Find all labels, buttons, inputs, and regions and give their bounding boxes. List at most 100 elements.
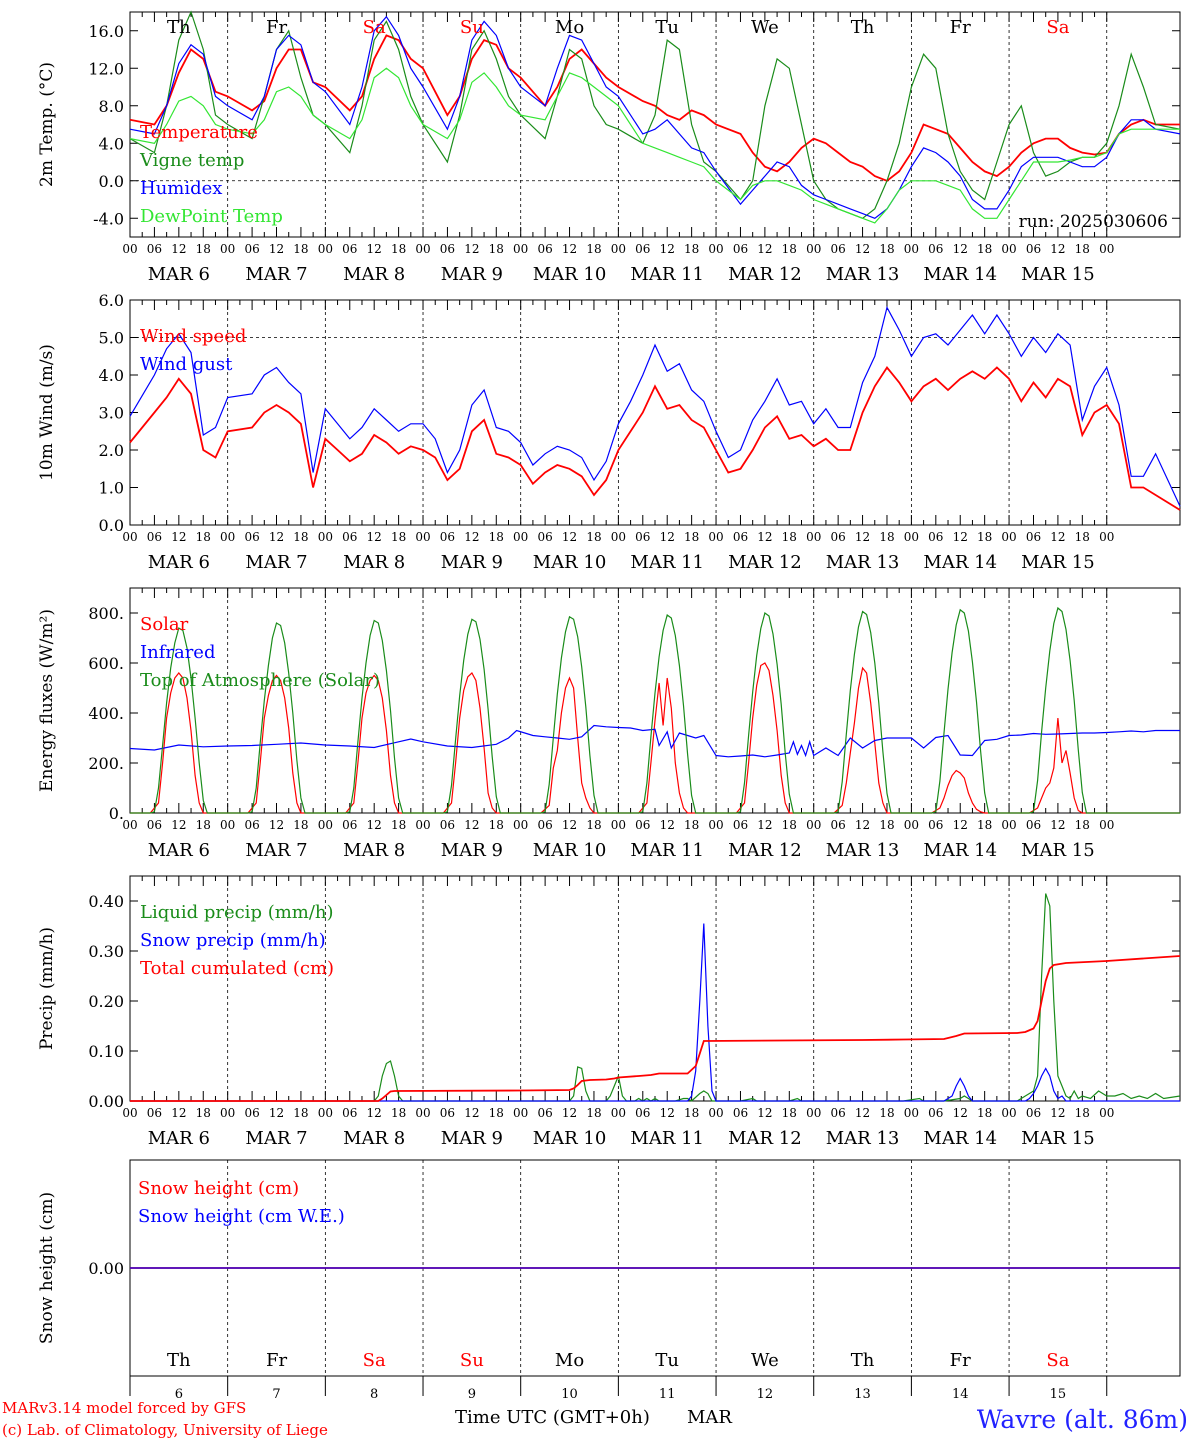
y-tick-label: 0.00 bbox=[88, 1092, 124, 1111]
panel-precip: 0.00 0.10 0.20 0.30 0.40 Precip (mm/h) Liquid … bbox=[37, 875, 1181, 1149]
model-credit: MARv3.14 model forced by GFS bbox=[2, 1399, 246, 1417]
hour-tick-label: 06 bbox=[342, 242, 357, 256]
day-of-week-label: Sa bbox=[1046, 1350, 1069, 1371]
hour-tick-label: 06 bbox=[733, 242, 748, 256]
hour-tick-label: 12 bbox=[269, 818, 284, 832]
hour-tick-label: 00 bbox=[122, 818, 137, 832]
hour-tick-label: 00 bbox=[220, 818, 235, 832]
hour-tick-label: 18 bbox=[293, 818, 308, 832]
hour-tick-label: 12 bbox=[1050, 1106, 1065, 1120]
date-label: MAR 14 bbox=[923, 552, 997, 573]
y-tick-label: 0.10 bbox=[88, 1042, 124, 1061]
day-of-week-label: Th bbox=[851, 17, 875, 38]
y-tick-label: 800. bbox=[88, 604, 124, 623]
hour-tick-label: 12 bbox=[367, 530, 382, 544]
y-tick-label: 2.0 bbox=[99, 441, 124, 460]
hour-tick-label: 06 bbox=[830, 242, 845, 256]
hour-tick-label: 00 bbox=[415, 1106, 430, 1120]
hour-tick-label: 12 bbox=[855, 530, 870, 544]
hour-tick-label: 00 bbox=[1001, 1106, 1016, 1120]
hour-tick-label: 12 bbox=[367, 1106, 382, 1120]
hour-tick-label: 12 bbox=[757, 242, 772, 256]
hour-tick-label: 12 bbox=[660, 1106, 675, 1120]
date-label: MAR 7 bbox=[245, 264, 307, 285]
hour-tick-label: 00 bbox=[220, 1106, 235, 1120]
legend-entry: DewPoint Temp bbox=[140, 206, 283, 227]
y-tick-label: 4.0 bbox=[99, 366, 124, 385]
hour-tick-label: 18 bbox=[489, 1106, 504, 1120]
hour-tick-label: 00 bbox=[1001, 242, 1016, 256]
legend-entry: Vigne temp bbox=[139, 150, 244, 171]
date-label: MAR 15 bbox=[1021, 264, 1095, 285]
time-axis-month: MAR bbox=[687, 1407, 732, 1428]
hour-tick-label: 00 bbox=[611, 818, 626, 832]
hour-tick-label: 00 bbox=[318, 242, 333, 256]
hour-tick-label: 00 bbox=[1099, 530, 1114, 544]
hour-tick-label: 00 bbox=[611, 242, 626, 256]
legend-entry: Temperature bbox=[140, 122, 258, 143]
date-label: MAR 12 bbox=[728, 552, 802, 573]
legend-entry: Total cumulated (cm) bbox=[140, 958, 334, 979]
time-axis-title: Time UTC (GMT+0h) bbox=[455, 1407, 650, 1428]
hour-tick-label: 06 bbox=[537, 818, 552, 832]
hour-tick-label: 18 bbox=[684, 818, 699, 832]
hour-tick-label: 12 bbox=[1050, 818, 1065, 832]
date-label: MAR 10 bbox=[533, 552, 607, 573]
hour-tick-label: 12 bbox=[660, 818, 675, 832]
hour-tick-label: 12 bbox=[464, 242, 479, 256]
hour-tick-label: 00 bbox=[806, 530, 821, 544]
y-tick-label: 1.0 bbox=[99, 479, 124, 498]
date-label: MAR 11 bbox=[630, 840, 704, 861]
date-label: 11 bbox=[659, 1387, 676, 1402]
hour-tick-label: 12 bbox=[953, 530, 968, 544]
legend-entry: Top of Atmosphere (Solar) bbox=[140, 670, 380, 691]
legend-entry: Solar bbox=[140, 614, 189, 635]
day-of-week-label: Th bbox=[167, 17, 191, 38]
date-label: MAR 8 bbox=[343, 264, 405, 285]
y-axis-label: Precip (mm/h) bbox=[37, 927, 57, 1050]
series-line-wind-speed bbox=[129, 365, 1181, 511]
y-tick-label: 6.0 bbox=[99, 291, 124, 310]
hour-tick-label: 00 bbox=[1099, 1106, 1114, 1120]
date-label: MAR 7 bbox=[245, 552, 307, 573]
hour-tick-label: 18 bbox=[782, 242, 797, 256]
day-of-week-label: Fr bbox=[950, 17, 971, 38]
hour-tick-label: 06 bbox=[147, 1106, 162, 1120]
hour-tick-label: 18 bbox=[293, 242, 308, 256]
date-label: MAR 9 bbox=[441, 840, 503, 861]
day-of-week-label: Sa bbox=[1046, 17, 1069, 38]
series-line-vigne-temp bbox=[129, 10, 1181, 219]
series-line-wind-gust bbox=[129, 305, 1181, 507]
hour-tick-label: 00 bbox=[1001, 818, 1016, 832]
hour-tick-label: 12 bbox=[562, 242, 577, 256]
hour-tick-label: 06 bbox=[342, 818, 357, 832]
date-label: MAR 12 bbox=[728, 1128, 802, 1149]
hour-tick-label: 06 bbox=[440, 818, 455, 832]
hour-tick-label: 12 bbox=[269, 1106, 284, 1120]
date-label: MAR 15 bbox=[1021, 552, 1095, 573]
y-tick-label: 0.30 bbox=[88, 942, 124, 961]
hour-tick-label: 18 bbox=[196, 530, 211, 544]
y-tick-label: 0.0 bbox=[99, 172, 124, 191]
hour-tick-label: 06 bbox=[635, 530, 650, 544]
date-label: MAR 11 bbox=[630, 1128, 704, 1149]
date-label: MAR 6 bbox=[148, 264, 210, 285]
day-of-week-label: Fr bbox=[950, 1350, 971, 1371]
y-tick-label: 400. bbox=[88, 704, 124, 723]
hour-tick-label: 06 bbox=[244, 818, 259, 832]
date-label: 15 bbox=[1050, 1387, 1067, 1402]
hour-tick-label: 00 bbox=[415, 530, 430, 544]
hour-tick-label: 12 bbox=[855, 242, 870, 256]
hour-tick-label: 00 bbox=[513, 242, 528, 256]
hour-tick-label: 00 bbox=[806, 242, 821, 256]
hour-tick-label: 18 bbox=[879, 1106, 894, 1120]
hour-tick-label: 00 bbox=[415, 818, 430, 832]
hour-tick-label: 00 bbox=[122, 1106, 137, 1120]
day-of-week-label: Mo bbox=[555, 1350, 584, 1371]
date-label: MAR 15 bbox=[1021, 1128, 1095, 1149]
y-axis-label: Snow height (cm) bbox=[37, 1192, 57, 1344]
hour-tick-label: 00 bbox=[611, 530, 626, 544]
hour-tick-label: 12 bbox=[1050, 530, 1065, 544]
y-tick-label: 600. bbox=[88, 654, 124, 673]
hour-tick-label: 06 bbox=[1026, 242, 1041, 256]
